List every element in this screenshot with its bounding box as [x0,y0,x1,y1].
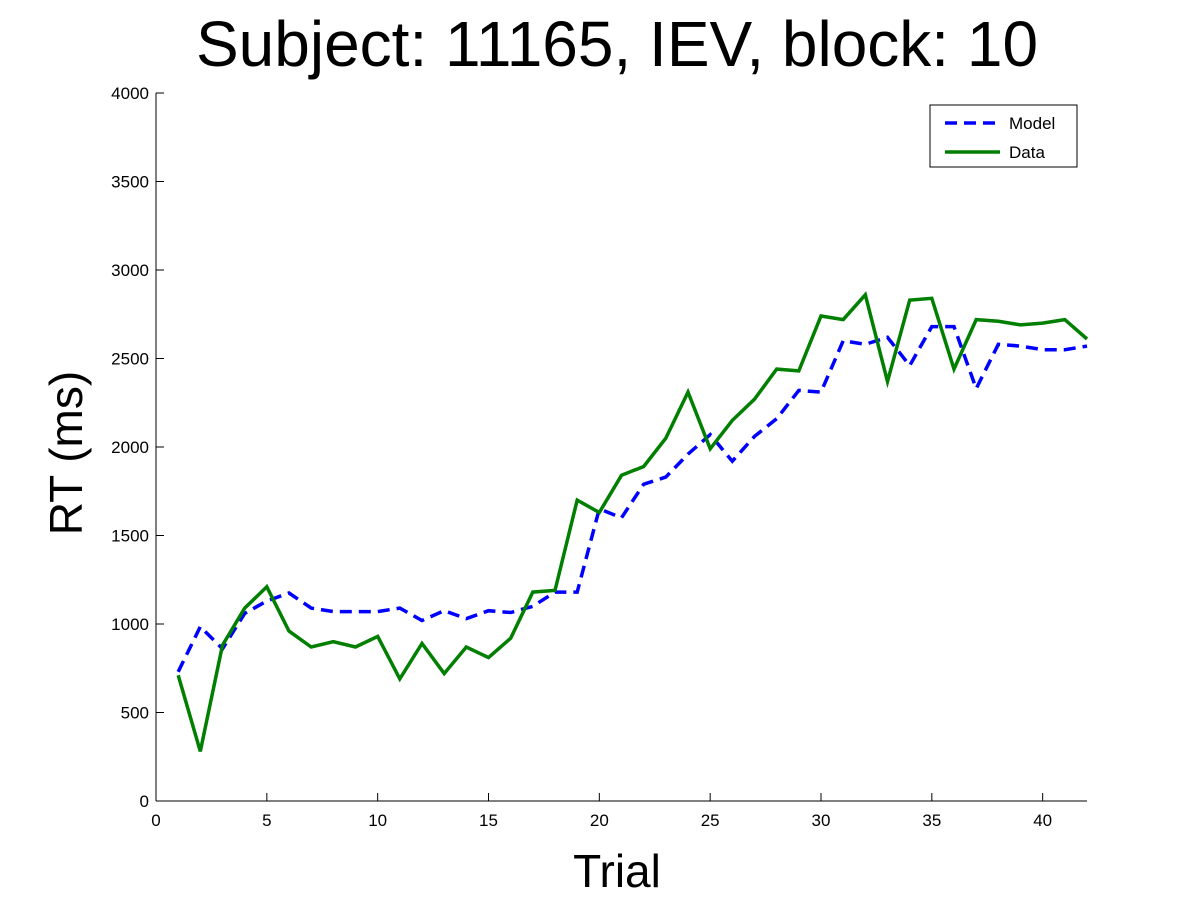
series-line-data [176,291,1089,752]
y-tick-label: 2000 [111,438,149,457]
legend-box [929,104,1078,168]
legend: Model Data [929,104,1078,168]
legend-label-data: Data [1009,143,1045,162]
plot-lines [176,291,1089,752]
y-tick-label: 0 [140,792,149,811]
x-tick-label: 10 [368,811,387,830]
axes: 0 500 1000 1500 2000 2500 3000 3500 4000 0 5 10 15 20… [111,84,1087,830]
y-tick-label: 1500 [111,527,149,546]
y-tick-label: 2500 [111,350,149,369]
x-tick-label: 25 [701,811,720,830]
series-line-model [176,324,1088,673]
y-tick-label: 1000 [111,615,149,634]
x-tick-label: 0 [151,811,160,830]
x-tick-label: 20 [590,811,609,830]
y-tick-label: 3500 [111,173,149,192]
legend-label-model: Model [1009,114,1055,133]
y-tick-label: 4000 [111,84,149,103]
x-tick-label: 30 [812,811,831,830]
x-tick-label: 40 [1033,811,1052,830]
x-tick-label: 5 [262,811,271,830]
chart-title: Subject: 11165, IEV, block: 10 [196,8,1038,80]
x-axis-label: Trial [573,845,661,897]
x-tick-label: 15 [479,811,498,830]
y-tick-label: 500 [121,704,149,723]
y-tick-label: 3000 [111,261,149,280]
x-tick-label: 35 [922,811,941,830]
y-axis-label: RT (ms) [40,371,92,535]
